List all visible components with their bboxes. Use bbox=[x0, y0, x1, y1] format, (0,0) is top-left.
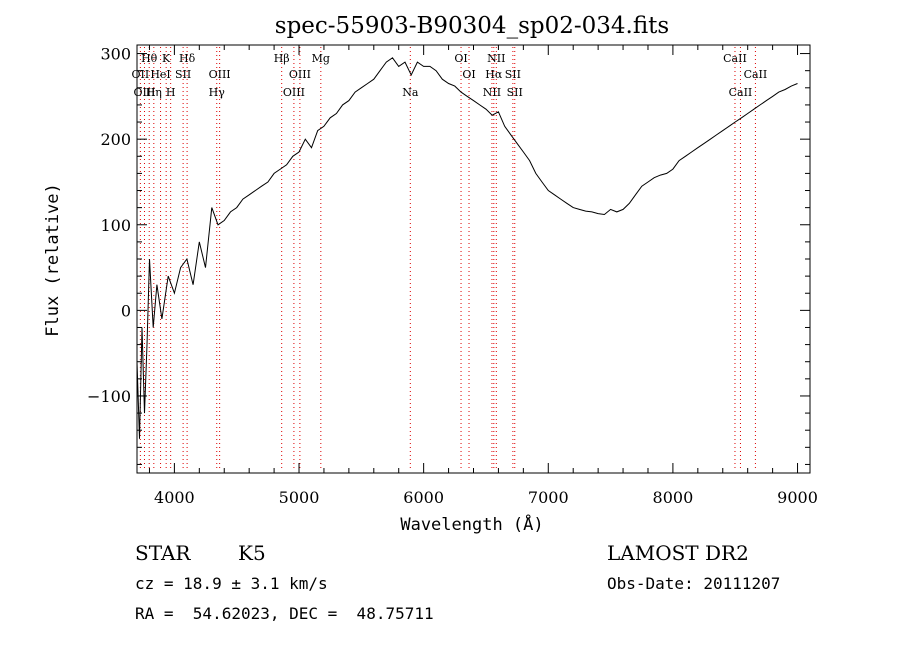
spectral-line-label: CaII bbox=[744, 68, 768, 81]
spectral-line-label: SII bbox=[507, 86, 523, 99]
x-tick-label: 8000 bbox=[653, 488, 694, 507]
spectral-line-label: Hγ bbox=[209, 86, 226, 99]
y-axis: −100 0 100 200 300 bbox=[87, 45, 810, 465]
spectral-line-label: Hη bbox=[146, 86, 162, 99]
chart-title: spec-55903-B90304_sp02-034.fits bbox=[275, 13, 669, 39]
observation-date: Obs-Date: 20111207 bbox=[607, 574, 781, 593]
x-tick-label: 6000 bbox=[403, 488, 444, 507]
spectrum-line bbox=[136, 57, 798, 439]
x-tick-label: 9000 bbox=[777, 488, 818, 507]
spectral-line-label: NII bbox=[487, 52, 505, 65]
spectral-line-label: OIII bbox=[133, 86, 155, 99]
redshift-readout: cz = 18.9 ± 3.1 km/s bbox=[135, 574, 328, 593]
spectral-line-label: HeI bbox=[150, 68, 170, 81]
x-tick-label: 7000 bbox=[528, 488, 569, 507]
spectral-line-label: OI bbox=[462, 68, 475, 81]
x-axis: 4000 5000 6000 7000 8000 9000 bbox=[148, 45, 818, 507]
spectral-line-label: Mg bbox=[312, 52, 330, 65]
spectral-line-label: OIII bbox=[283, 86, 305, 99]
spectral-line-label: CaII bbox=[723, 52, 747, 65]
spectral-line-label: Na bbox=[402, 86, 419, 99]
spectral-line-label: Hβ bbox=[274, 52, 290, 65]
x-axis-label: Wavelength (Å) bbox=[400, 513, 543, 535]
object-subclass: K5 bbox=[238, 541, 266, 565]
spectral-line-label: SII bbox=[505, 68, 521, 81]
spectral-line-label: SII bbox=[175, 68, 191, 81]
spectral-line-label: Hθ bbox=[141, 52, 158, 65]
spectral-line-label: OI bbox=[454, 52, 467, 65]
survey-name: LAMOST DR2 bbox=[607, 541, 749, 565]
object-class: STAR bbox=[135, 541, 191, 565]
y-tick-label: 100 bbox=[100, 216, 131, 235]
spectral-line-label: K bbox=[162, 52, 171, 65]
x-tick-label: 4000 bbox=[154, 488, 195, 507]
spectral-line-label: H bbox=[166, 86, 176, 99]
x-tick-label: 5000 bbox=[279, 488, 320, 507]
spectral-line-label: NII bbox=[483, 86, 501, 99]
coordinates-readout: RA = 54.62023, DEC = 48.75711 bbox=[135, 604, 434, 623]
y-tick-label: 300 bbox=[100, 45, 131, 64]
y-tick-label: −100 bbox=[87, 387, 131, 406]
spectral-line-label: Hδ bbox=[179, 52, 196, 65]
spectral-line-label: OII bbox=[132, 68, 150, 81]
spectral-line-label: CaII bbox=[729, 86, 753, 99]
plot-frame bbox=[136, 44, 811, 474]
spectral-line-label: OIII bbox=[289, 68, 311, 81]
y-tick-label: 200 bbox=[100, 130, 131, 149]
y-tick-label: 0 bbox=[121, 301, 131, 320]
spectral-line-markers bbox=[139, 47, 756, 471]
spectral-line-label: Hα bbox=[485, 68, 503, 81]
spectral-line-label: OIII bbox=[209, 68, 231, 81]
y-axis-label: Flux (relative) bbox=[43, 183, 63, 337]
spectral-line-labels: HθOIIOIIIKHeIHηSIIHHδOIIIHγHβOIIIOIIIMgN… bbox=[132, 52, 768, 99]
